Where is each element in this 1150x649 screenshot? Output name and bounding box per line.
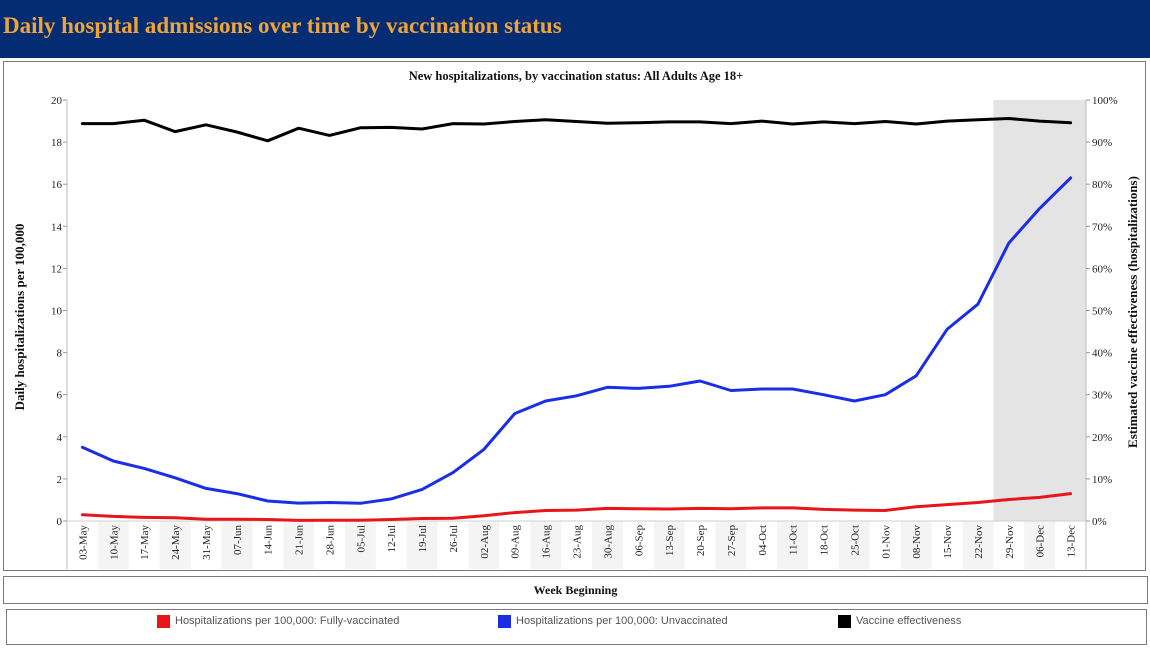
x-label-band	[283, 521, 315, 569]
x-label-band	[159, 521, 191, 569]
x-tick-label: 25-Oct	[849, 525, 861, 556]
y2-tick-label: 40%	[1092, 348, 1112, 360]
x-axis-label: Week Beginning	[533, 583, 618, 597]
legend-item-unvaccinated[interactable]: Hospitalizations per 100,000: Unvaccinat…	[498, 614, 728, 628]
x-tick-label: 23-Aug	[572, 525, 584, 559]
legend-item-vaccine-effectiveness[interactable]: Vaccine effectiveness	[838, 614, 961, 628]
legend-swatch-red	[157, 614, 170, 628]
x-tick-label: 06-Dec	[1035, 525, 1047, 557]
x-tick-label: 07-Jun	[232, 525, 244, 555]
x-tick-label: 05-Jul	[355, 525, 367, 553]
x-label-band	[653, 521, 685, 569]
x-tick-label: 22-Nov	[973, 525, 985, 559]
x-label-band	[1024, 521, 1056, 569]
x-tick-label: 11-Oct	[788, 525, 800, 555]
y-tick-label: 12	[51, 263, 62, 275]
y2-tick-label: 80%	[1092, 179, 1112, 191]
shaded-region	[993, 100, 1086, 521]
x-label-band	[221, 521, 253, 569]
x-tick-label: 19-Jul	[417, 525, 429, 553]
x-tick-label: 10-May	[108, 525, 120, 560]
x-label-band	[900, 521, 932, 569]
y-tick-label: 20	[51, 95, 63, 107]
y-tick-label: 18	[51, 137, 63, 149]
y2-tick-label: 0%	[1092, 516, 1107, 528]
legend-item-fully-vaccinated[interactable]: Hospitalizations per 100,000: Fully-vacc…	[157, 614, 399, 628]
chart-frame: New hospitalizations, by vaccination sta…	[3, 61, 1146, 571]
x-tick-label: 02-Aug	[479, 525, 491, 559]
x-tick-label: 29-Nov	[1004, 525, 1016, 559]
x-tick-label: 06-Sep	[633, 525, 645, 557]
x-label-band	[777, 521, 809, 569]
page-title: Daily hospital admissions over time by v…	[3, 13, 562, 38]
legend: Hospitalizations per 100,000: Fully-vacc…	[6, 609, 1147, 645]
x-tick-label: 16-Aug	[541, 525, 553, 559]
legend-label-fully-vaccinated: Hospitalizations per 100,000: Fully-vacc…	[175, 615, 400, 627]
y2-tick-label: 10%	[1092, 474, 1112, 486]
x-label-band	[530, 521, 562, 569]
x-tick-label: 12-Jul	[386, 525, 398, 553]
legend-swatch-blue	[498, 614, 511, 628]
x-tick-label: 21-Jun	[294, 525, 306, 555]
legend-swatch-black	[838, 614, 851, 628]
x-tick-label: 01-Nov	[880, 525, 892, 559]
y2-tick-label: 30%	[1092, 390, 1112, 402]
x-tick-label: 24-May	[170, 525, 182, 560]
x-label-band	[344, 521, 376, 569]
x-label-band	[591, 521, 623, 569]
y-tick-label: 16	[51, 179, 63, 191]
x-tick-label: 18-Oct	[819, 525, 831, 556]
x-label-band	[468, 521, 500, 569]
x-tick-label: 31-May	[201, 525, 213, 560]
y-tick-label: 8	[57, 348, 63, 360]
y2-tick-label: 100%	[1092, 95, 1118, 107]
x-axis-title-box: Week Beginning	[3, 576, 1148, 604]
legend-label-unvaccinated: Hospitalizations per 100,000: Unvaccinat…	[516, 615, 728, 627]
y-tick-label: 4	[57, 432, 63, 444]
x-tick-label: 13-Sep	[664, 525, 676, 557]
x-tick-label: 26-Jul	[448, 525, 460, 553]
x-label-band	[962, 521, 994, 569]
x-tick-label: 14-Jun	[263, 525, 275, 555]
y2-tick-label: 20%	[1092, 432, 1112, 444]
legend-label-vaccine-effectiveness: Vaccine effectiveness	[856, 615, 962, 627]
y2-axis-label: Estimated vaccine effectiveness (hospita…	[1125, 176, 1140, 448]
y-axis-label: Daily hospitalizations per 100,000	[12, 224, 27, 411]
x-tick-label: 04-Oct	[757, 525, 769, 556]
x-label-band	[715, 521, 747, 569]
y-tick-label: 2	[57, 474, 63, 486]
x-label-band	[838, 521, 870, 569]
y-tick-label: 14	[51, 221, 63, 233]
x-label-band	[406, 521, 438, 569]
x-tick-label: 28-Jun	[324, 525, 336, 555]
y-tick-label: 6	[57, 390, 63, 402]
y2-tick-label: 60%	[1092, 263, 1112, 275]
chart-title: New hospitalizations, by vaccination sta…	[409, 69, 744, 83]
y-tick-label: 10	[51, 306, 63, 318]
header-banner: Daily hospital admissions over time by v…	[0, 0, 1150, 58]
x-tick-label: 08-Nov	[911, 525, 923, 559]
x-tick-label: 20-Sep	[695, 525, 707, 557]
x-tick-label: 13-Dec	[1066, 525, 1078, 557]
y2-tick-label: 70%	[1092, 221, 1112, 233]
line-chart: New hospitalizations, by vaccination sta…	[12, 69, 1140, 569]
x-tick-label: 03-May	[77, 525, 89, 560]
y2-tick-label: 50%	[1092, 306, 1112, 318]
series-line-unvaccinated	[80, 176, 1073, 505]
y2-tick-label: 90%	[1092, 137, 1112, 149]
x-tick-label: 15-Nov	[942, 525, 954, 559]
x-tick-label: 09-Aug	[510, 525, 522, 559]
x-label-band	[97, 521, 129, 569]
series-line-vaccine-effectiveness	[80, 117, 1073, 143]
y-tick-label: 0	[57, 516, 63, 528]
x-tick-label: 17-May	[139, 525, 151, 560]
x-tick-label: 27-Sep	[726, 525, 738, 557]
series-line-fully-vaccinated	[80, 492, 1073, 522]
x-tick-label: 30-Aug	[602, 525, 614, 559]
